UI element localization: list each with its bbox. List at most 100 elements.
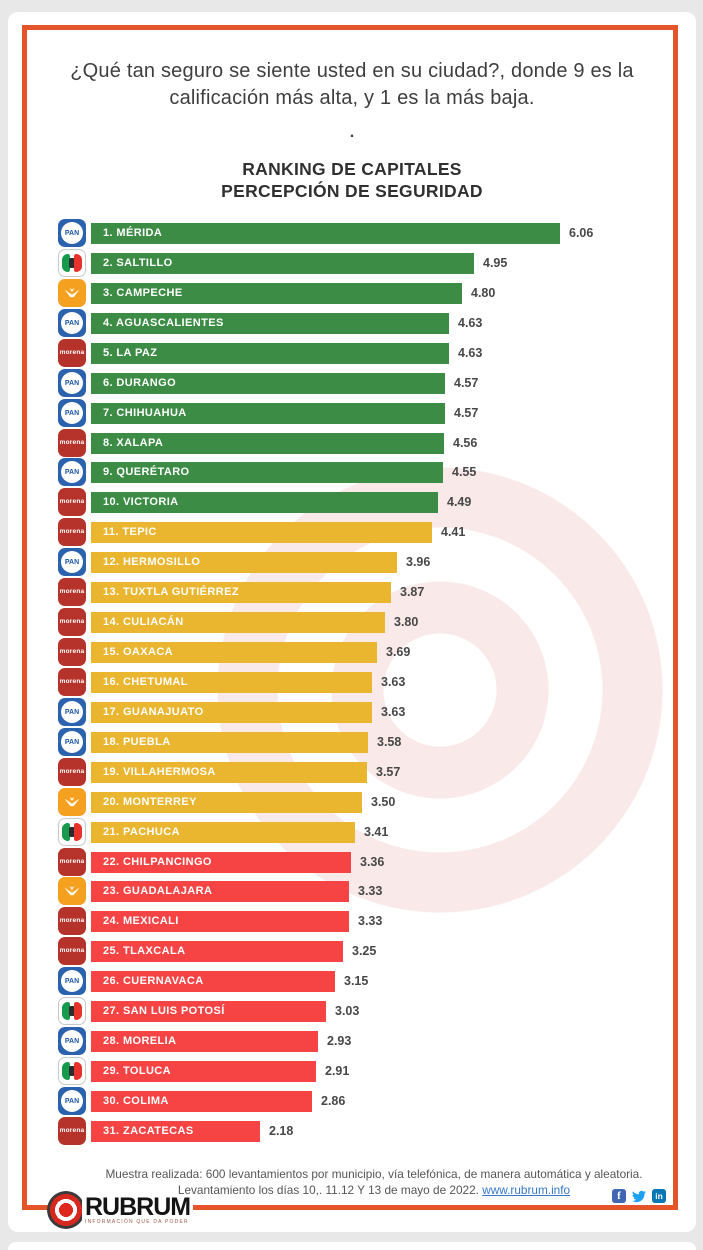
pri-party-icon: [58, 1057, 86, 1085]
twitter-icon[interactable]: [632, 1189, 646, 1203]
bar-value: 3.33: [358, 914, 383, 928]
facebook-icon[interactable]: f: [612, 1189, 626, 1203]
survey-question-line2: calificación más alta, y 1 es la más baj…: [169, 87, 535, 109]
morena-party-icon: morena: [58, 668, 86, 696]
footer-line1: Muestra realizada: 600 levantamientos po…: [105, 1167, 643, 1181]
bar-value: 3.63: [381, 705, 406, 719]
bar-value: 3.96: [406, 555, 431, 569]
pan-party-icon: PAN: [58, 967, 86, 995]
bar-morelia: 28. MORELIA: [91, 1031, 318, 1052]
bar-label: 16. CHETUMAL: [103, 676, 188, 688]
bar-label: 23. GUADALAJARA: [103, 885, 213, 897]
morena-party-icon: morena: [58, 518, 86, 546]
bar-value: 3.36: [360, 855, 385, 869]
bar-label: 20. MONTERREY: [103, 796, 197, 808]
bar-label: 22. CHILPANCINGO: [103, 856, 212, 868]
bar-label: 14. CULIACÁN: [103, 616, 184, 628]
bar-value: 4.57: [454, 406, 479, 420]
rubrum-target-icon: [47, 1191, 85, 1229]
bar-value: 3.63: [381, 675, 406, 689]
bar-label: 18. PUEBLA: [103, 736, 171, 748]
bar-tuxtla-guti-rrez: 13. TUXTLA GUTIÉRREZ: [91, 582, 391, 603]
bar-pachuca: 21. PACHUCA: [91, 822, 355, 843]
rubrum-logo: RUBRUM INFORMACIÓN QUE DA PODER: [47, 1191, 194, 1229]
bar-value: 3.15: [344, 974, 369, 988]
mc-party-icon: [58, 279, 86, 307]
bar-value: 3.33: [358, 884, 383, 898]
linkedin-icon[interactable]: in: [652, 1189, 666, 1203]
morena-party-icon: morena: [58, 488, 86, 516]
pan-party-icon: PAN: [58, 458, 86, 486]
bar-campeche: 3. CAMPECHE: [91, 283, 462, 304]
bar-guanajuato: 17. GUANAJUATO: [91, 702, 372, 723]
bar-value: 4.55: [452, 465, 477, 479]
bar-xalapa: 8. XALAPA: [91, 433, 444, 454]
bar-label: 28. MORELIA: [103, 1035, 177, 1047]
bar-puebla: 18. PUEBLA: [91, 732, 368, 753]
rubrum-logo-name: RUBRUM: [85, 1193, 191, 1221]
bar-culiac-n: 14. CULIACÁN: [91, 612, 385, 633]
bar-zacatecas: 31. ZACATECAS: [91, 1121, 260, 1142]
bar-label: 21. PACHUCA: [103, 826, 180, 838]
bar-oaxaca: 15. OAXACA: [91, 642, 377, 663]
footer-line2: Levantamiento los días 10,. 11.12 Y 13 d…: [177, 1183, 571, 1197]
bar-value: 3.03: [335, 1004, 360, 1018]
morena-party-icon: morena: [58, 1117, 86, 1145]
chart-title-line2: PERCEPCIÓN DE SEGURIDAD: [221, 181, 483, 201]
morena-party-icon: morena: [58, 339, 86, 367]
pan-party-icon: PAN: [58, 1087, 86, 1115]
bar-label: 26. CUERNAVACA: [103, 975, 204, 987]
chart-title: RANKING DE CAPITALES PERCEPCIÓN DE SEGUR…: [32, 158, 672, 202]
bar-label: 30. COLIMA: [103, 1095, 169, 1107]
bar-label: 1. MÉRIDA: [103, 227, 163, 239]
separator-dot: .: [349, 124, 355, 141]
bar-value: 4.63: [458, 346, 483, 360]
bar-la-paz: 5. LA PAZ: [91, 343, 449, 364]
bar-value: 4.41: [441, 525, 466, 539]
bar-colima: 30. COLIMA: [91, 1091, 312, 1112]
bar-chilpancingo: 22. CHILPANCINGO: [91, 852, 351, 873]
rubrum-link[interactable]: www.rubrum.info: [482, 1183, 571, 1197]
next-card-edge: [8, 1242, 696, 1250]
bar-label: 29. TOLUCA: [103, 1065, 171, 1077]
bar-value: 3.41: [364, 825, 389, 839]
social-icons: f in: [612, 1189, 666, 1203]
bar-label: 31. ZACATECAS: [103, 1125, 194, 1137]
bar-villahermosa: 19. VILLAHERMOSA: [91, 762, 367, 783]
pan-party-icon: PAN: [58, 728, 86, 756]
bar-mexicali: 24. MEXICALI: [91, 911, 349, 932]
bar-m-rida: 1. MÉRIDA: [91, 223, 560, 244]
bar-value: 3.58: [377, 735, 402, 749]
bar-label: 17. GUANAJUATO: [103, 706, 204, 718]
bar-hermosillo: 12. HERMOSILLO: [91, 552, 397, 573]
mc-party-icon: [58, 788, 86, 816]
pan-party-icon: PAN: [58, 309, 86, 337]
bar-label: 13. TUXTLA GUTIÉRREZ: [103, 586, 239, 598]
bar-value: 2.91: [325, 1064, 350, 1078]
bar-tepic: 11. TEPIC: [91, 522, 432, 543]
pri-party-icon: [58, 249, 86, 277]
bar-label: 27. SAN LUIS POTOSÍ: [103, 1005, 225, 1017]
bar-durango: 6. DURANGO: [91, 373, 445, 394]
morena-party-icon: morena: [58, 638, 86, 666]
morena-party-icon: morena: [58, 758, 86, 786]
pan-party-icon: PAN: [58, 219, 86, 247]
pri-party-icon: [58, 997, 86, 1025]
orange-frame: [22, 25, 678, 1210]
bar-toluca: 29. TOLUCA: [91, 1061, 316, 1082]
bar-value: 3.57: [376, 765, 401, 779]
morena-party-icon: morena: [58, 907, 86, 935]
morena-party-icon: morena: [58, 848, 86, 876]
bar-monterrey: 20. MONTERREY: [91, 792, 362, 813]
bar-label: 19. VILLAHERMOSA: [103, 766, 216, 778]
survey-question: ¿Qué tan seguro se siente usted en su ci…: [32, 58, 672, 112]
bar-value: 3.87: [400, 585, 425, 599]
bar-value: 4.95: [483, 256, 508, 270]
bar-tlaxcala: 25. TLAXCALA: [91, 941, 343, 962]
pan-party-icon: PAN: [58, 1027, 86, 1055]
pan-party-icon: PAN: [58, 369, 86, 397]
bar-aguascalientes: 4. AGUASCALIENTES: [91, 313, 449, 334]
bar-value: 4.80: [471, 286, 496, 300]
bar-value: 4.57: [454, 376, 479, 390]
bar-value: 2.18: [269, 1124, 294, 1138]
